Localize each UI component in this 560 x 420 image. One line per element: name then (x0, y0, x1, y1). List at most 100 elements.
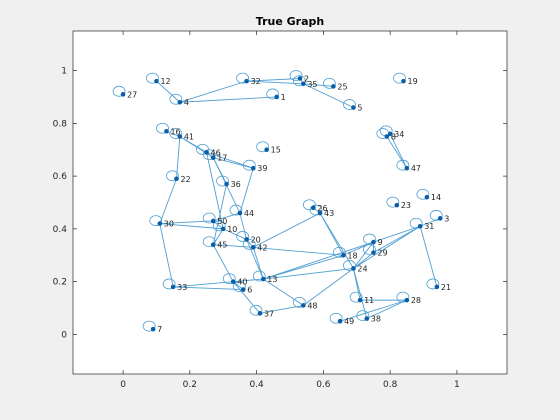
node-label: 9 (377, 238, 382, 247)
self-loop (396, 291, 410, 303)
self-loop (236, 72, 250, 84)
node-label: 18 (347, 251, 357, 260)
node-label: 27 (127, 90, 137, 99)
graph-edge (303, 83, 354, 108)
self-loop (429, 209, 443, 221)
graph-node (120, 92, 126, 97)
node-label: 28 (411, 296, 421, 305)
node-label: 43 (324, 209, 334, 218)
graph-node (164, 128, 169, 134)
self-loop (396, 159, 410, 171)
graph-node (297, 76, 303, 81)
self-loop (292, 75, 306, 87)
graph-edge (179, 80, 247, 103)
graph-edge (389, 133, 408, 169)
graph-node (311, 205, 316, 211)
plot-area (72, 30, 508, 375)
graph-node (224, 181, 229, 187)
graph-edge (212, 183, 228, 245)
graph-edge (179, 96, 277, 103)
node-label: 1 (281, 93, 286, 102)
graph-edge (353, 241, 374, 269)
graph-edge (253, 246, 344, 256)
graph-node (170, 284, 176, 290)
graph-node (341, 252, 346, 258)
node-label: 46 (211, 148, 221, 157)
node-label: 17 (217, 154, 227, 163)
graph-edge (253, 212, 321, 248)
graph-node (177, 134, 183, 139)
graph-node (371, 239, 376, 245)
graph-node (401, 78, 406, 84)
graph-node (257, 311, 263, 316)
graph-node (244, 237, 249, 242)
self-loop (356, 310, 370, 321)
graph-node (364, 316, 370, 321)
node-label: 39 (257, 164, 267, 173)
node-label: 24 (357, 264, 367, 273)
self-loop (202, 236, 216, 248)
self-loop (266, 88, 280, 100)
node-label: 14 (431, 193, 441, 202)
x-axis: 0 0.2 0.4 0.6 0.8 1 (120, 31, 460, 390)
graph-edge (263, 268, 354, 280)
self-loop (112, 85, 126, 97)
graph-edge (246, 239, 264, 280)
node-label: 15 (271, 146, 281, 155)
node-label: 5 (357, 104, 362, 113)
graph-edge (166, 130, 180, 137)
self-loop (343, 99, 356, 110)
node-label: 29 (377, 249, 387, 258)
self-loop (343, 260, 356, 271)
graph-node (384, 134, 390, 139)
self-loop (416, 188, 430, 200)
graph-edge (213, 212, 241, 222)
node-label: 21 (441, 283, 451, 292)
node-label: 4 (184, 98, 189, 107)
self-loop (309, 204, 323, 216)
graph-node (210, 155, 216, 160)
node-label: 42 (257, 243, 267, 252)
graph-edge (339, 299, 407, 322)
y-axis: 0 0.2 0.4 0.6 0.8 1 (53, 67, 507, 340)
graph-node (260, 276, 266, 282)
y-tick-label: 0.8 (53, 119, 68, 129)
graph-node (204, 150, 209, 155)
graph-node (210, 242, 216, 248)
x-tick-label: 0.8 (383, 380, 398, 390)
self-loop (212, 220, 226, 232)
node-label: 23 (401, 201, 411, 210)
self-loop (242, 238, 256, 250)
self-loop (142, 320, 156, 332)
node-label: 49 (344, 317, 354, 326)
self-loop (363, 233, 376, 245)
graph-edge (252, 247, 264, 280)
graph-node (210, 218, 216, 224)
self-loop (252, 270, 266, 282)
x-tick-label: 1 (454, 380, 460, 390)
self-loop (363, 244, 376, 256)
graph-node (337, 318, 343, 324)
graph-edge (353, 225, 421, 269)
self-loop (256, 141, 270, 153)
graph-node (437, 216, 443, 221)
node-label: 13 (267, 275, 277, 284)
graph-node (357, 297, 363, 303)
self-loop (169, 93, 183, 105)
y-tick-label: 0.2 (53, 278, 67, 288)
graph-node (387, 131, 393, 137)
graph-node (404, 165, 410, 171)
graph-node (230, 279, 236, 284)
self-loop (249, 304, 263, 316)
node-label: 19 (408, 77, 418, 86)
node-label: 8 (391, 133, 396, 142)
node-label: 35 (307, 80, 317, 89)
graph-node (237, 210, 243, 216)
graph-edge (232, 281, 261, 314)
x-tick-label: 0.6 (316, 380, 331, 390)
node-label: 44 (244, 209, 254, 218)
self-loop (292, 296, 306, 308)
self-loop (349, 291, 363, 303)
graph-node (351, 266, 356, 271)
self-loop (289, 70, 303, 81)
